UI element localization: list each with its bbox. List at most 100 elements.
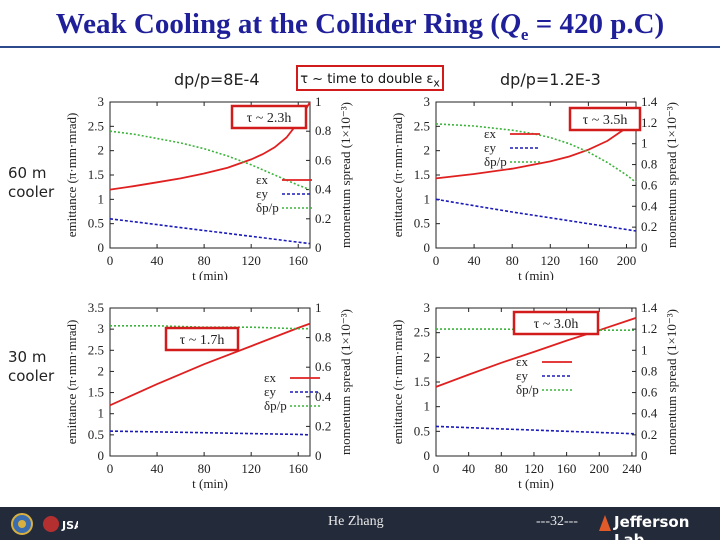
y-tick-label: 1 [424, 191, 431, 206]
x-tick-label: 160 [579, 253, 599, 268]
y-axis-label: emittance (π·mm·mrad) [64, 113, 79, 238]
slide-title: Weak Cooling at the Collider Ring (Qe = … [0, 8, 720, 45]
y2-tick-label: 0.2 [641, 219, 657, 234]
x-tick-label: 120 [241, 461, 260, 476]
tau-annotation-box [164, 326, 240, 352]
doe-seal-icon [11, 513, 33, 535]
series-line-dp [435, 123, 637, 183]
cooler-30-label: 30 m cooler [8, 348, 54, 386]
plot-frame [109, 307, 311, 457]
y-tick-label: 2 [424, 143, 431, 158]
y-tick-label: 0.5 [414, 423, 430, 438]
y2-tick-label: 1 [641, 136, 648, 151]
x-tick-label: 80 [506, 253, 519, 268]
footer-bar [0, 507, 720, 540]
y-tick-label: 0 [98, 448, 105, 463]
jefferson-lab-mark-icon [599, 515, 611, 531]
y2-tick-label: 1.4 [641, 300, 658, 315]
x-tick-label: 160 [288, 461, 308, 476]
x-tick-label: 0 [107, 253, 114, 268]
series-line-ex [435, 317, 637, 388]
y2-tick-label: 0.2 [315, 418, 331, 433]
legend-label: εy [484, 140, 496, 155]
legend-label: εx [516, 354, 528, 369]
y-tick-label: 1.5 [414, 167, 430, 182]
series-line-ey [435, 425, 637, 435]
y-tick-label: 2.5 [88, 342, 104, 357]
y-axis-label: emittance (π·mm·mrad) [390, 113, 405, 238]
x-tick-label: 40 [151, 253, 164, 268]
y2-axis-label: momentum spread (1×10⁻³) [338, 309, 353, 455]
y2-tick-label: 0.8 [315, 330, 331, 345]
title-q: Q [499, 8, 521, 40]
x-axis-label: t (min) [192, 268, 228, 280]
title-prefix: Weak Cooling at the Collider Ring ( [55, 8, 500, 40]
x-tick-label: 120 [524, 461, 544, 476]
y-axis-label: emittance (π·mm·mrad) [390, 320, 405, 445]
title-rule [0, 46, 720, 48]
y-tick-label: 1 [98, 191, 105, 206]
x-tick-label: 160 [557, 461, 577, 476]
y2-tick-label: 0 [315, 240, 322, 255]
series-line-ex [435, 118, 637, 180]
y2-tick-label: 1 [315, 94, 322, 109]
dp-left-label: dp/p=8E-4 [174, 70, 260, 89]
tau-annotation-box [568, 106, 642, 132]
tau-definition-text: τ ~ time to double ε [300, 72, 434, 87]
y-tick-label: 0 [424, 240, 431, 255]
y2-tick-label: 0 [641, 240, 648, 255]
chart-60m-dp1p2e-3: 0 40 80 120 160 200 0 0.5 1 1.5 2 2.5 3 0 0.2 0.4 0.6 0.8… [390, 94, 679, 280]
y-tick-label: 2.5 [414, 325, 430, 340]
legend-label: δp/p [264, 398, 287, 413]
series-line-ex [109, 322, 311, 407]
legend-label: εx [264, 370, 276, 385]
y-tick-label: 2.5 [414, 118, 430, 133]
x-tick-label: 40 [151, 461, 164, 476]
y2-tick-label: 0.6 [315, 152, 332, 167]
series-line-ey [435, 198, 637, 232]
cooler-30-line1: 30 m [8, 348, 47, 366]
y-tick-label: 3 [424, 300, 431, 315]
y-axis-label: emittance (π·mm·mrad) [64, 320, 79, 445]
footer-lab-name: Jefferson Lab [614, 513, 690, 549]
y-tick-label: 2 [98, 363, 105, 378]
x-tick-label: 40 [462, 461, 475, 476]
y2-tick-label: 0.8 [641, 363, 657, 378]
cooler-60-line1: 60 m [8, 164, 47, 182]
tau-annotation-box [512, 310, 600, 336]
legend-label: εy [264, 384, 276, 399]
y2-axis-label: momentum spread (1×10⁻³) [664, 309, 679, 455]
y2-axis-label: momentum spread (1×10⁻³) [664, 102, 679, 248]
footer-author: He Zhang [328, 514, 384, 529]
chart-30m-dp1p2e-3: 0 40 80 120 160 200 24000.511.522.5300.20.40.6… [390, 300, 679, 491]
footer-page-number: ---32--- [536, 514, 578, 529]
tau-annotation: τ ~ 3.0h [534, 317, 579, 332]
x-axis-label: t (min) [518, 476, 554, 491]
tau-annotation: τ ~ 3.5h [583, 113, 628, 128]
y2-tick-label: 1.2 [641, 115, 657, 130]
y2-tick-label: 0.4 [641, 406, 658, 421]
y-tick-label: 2.5 [88, 118, 104, 133]
x-tick-label: 80 [198, 461, 211, 476]
dp-right-label: dp/p=1.2E-3 [500, 70, 601, 89]
tau-annotation-box [230, 104, 308, 130]
chart-60m-dp8e-4: 0 40 80 120 160 0 0.5 1 1.5 2 2.5 3 0 0.2 0.4 0.6 0.8 1 t … [64, 94, 353, 280]
x-tick-label: 200 [590, 461, 610, 476]
cooler-60-label: 60 m cooler [8, 164, 54, 202]
y2-tick-label: 1 [641, 342, 648, 357]
y-tick-label: 0.5 [414, 216, 430, 231]
jsa-logo-icon: JSA [43, 516, 78, 532]
tau-definition-box: τ ~ time to double εx [296, 65, 444, 91]
series-line-ex [109, 101, 311, 191]
y-tick-label: 1 [98, 406, 105, 421]
y-tick-label: 1.5 [414, 374, 430, 389]
x-tick-label: 80 [198, 253, 211, 268]
y-tick-label: 3.5 [88, 300, 104, 315]
y-tick-label: 3 [98, 321, 105, 336]
y2-tick-label: 0.6 [641, 177, 658, 192]
y2-tick-label: 0.4 [315, 182, 332, 197]
legend-label: εx [256, 172, 268, 187]
series-line-ey [109, 218, 311, 245]
title-sub: e [520, 24, 529, 44]
y-tick-label: 2 [98, 143, 105, 158]
